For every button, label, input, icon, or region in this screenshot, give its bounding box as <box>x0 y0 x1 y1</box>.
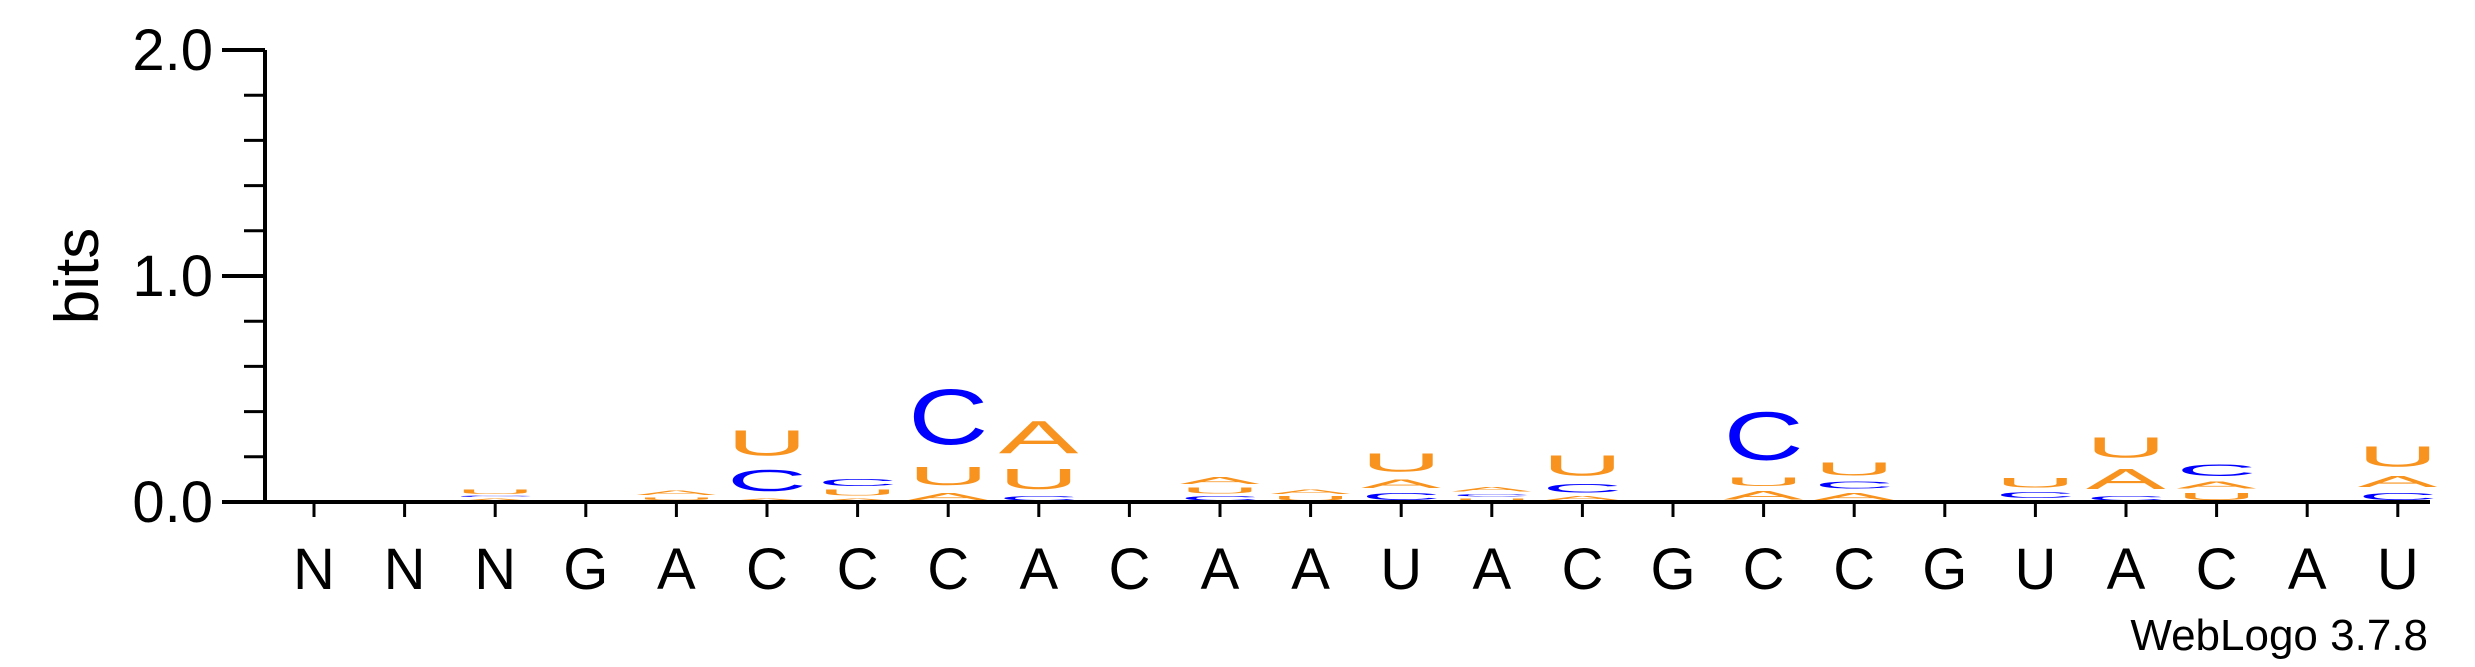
logo-letter-A: A <box>2086 464 2166 496</box>
logo-letter-U: U <box>2177 491 2257 502</box>
logo-letter-U: U <box>455 488 535 495</box>
x-tick-label: N <box>293 537 335 602</box>
y-ticks: 0.0 1.0 2.0 <box>132 18 265 535</box>
x-tick-label: C <box>1561 537 1603 602</box>
x-tick-label: G <box>563 537 608 602</box>
logo-letter-U: U <box>1361 448 1441 477</box>
logo-letter-C: C <box>2177 461 2257 479</box>
logo-letter-U: U <box>999 464 1079 495</box>
x-tick-label: A <box>1472 537 1511 602</box>
y-tick-label: 0.0 <box>132 470 213 535</box>
x-tick-label: A <box>1019 537 1058 602</box>
logo-letter-C: C <box>1814 479 1894 490</box>
x-tick-label: A <box>1291 537 1330 602</box>
logo-letter-C: C <box>2358 491 2438 502</box>
x-tick-label: G <box>1922 537 1967 602</box>
x-tick-label: A <box>2107 537 2146 602</box>
x-tick-label: U <box>2377 537 2419 602</box>
logo-letter-A: A <box>727 497 808 501</box>
logo-letter-A: A <box>818 497 899 501</box>
logo-letter-U: U <box>1995 475 2075 491</box>
y-tick-label: 1.0 <box>132 244 213 309</box>
logo-letter-C: C <box>908 374 988 462</box>
logo-letter-U: U <box>1542 450 1622 481</box>
logo-letter-C: C <box>455 495 535 497</box>
x-tick-label: C <box>1743 537 1785 602</box>
x-tick-label: C <box>1833 537 1875 602</box>
y-tick-label: 2.0 <box>132 18 213 83</box>
x-tick-label: C <box>837 537 879 602</box>
logo-letter-U: U <box>636 496 716 501</box>
logo-letter-A: A <box>1361 477 1441 491</box>
logo-letter-A: A <box>1814 491 1894 502</box>
x-tick-label: C <box>1108 537 1150 602</box>
logo-letter-U: U <box>727 423 807 464</box>
logo-letter-U: U <box>1271 495 1351 502</box>
x-tick-label: C <box>746 537 788 602</box>
logo-letter-A: A <box>1724 488 1804 502</box>
logo-letter-C: C <box>1724 398 1804 475</box>
x-tick-label: U <box>2014 537 2056 602</box>
logo-letter-A: A <box>1271 488 1352 495</box>
logo-letter-C: C <box>1361 491 1441 502</box>
x-tick-label: A <box>2288 537 2327 602</box>
logo-letter-C: C <box>1995 491 2075 500</box>
logo-letter-A: A <box>636 490 717 497</box>
logo-letter-U: U <box>1180 486 1260 495</box>
logo-letter-C: C <box>727 464 807 498</box>
x-tick-label: A <box>657 537 696 602</box>
logo-letter-U: U <box>2358 441 2438 472</box>
logo-letter-C: C <box>1180 495 1260 502</box>
y-axis-label: bits <box>43 228 112 324</box>
logo-letter-U: U <box>818 488 898 497</box>
logo-letter-U: U <box>1814 459 1894 479</box>
logo-letter-A: A <box>1452 486 1533 493</box>
logo-letter-U: U <box>1452 497 1532 502</box>
x-tick-label: U <box>1380 537 1422 602</box>
x-tick-label: N <box>474 537 516 602</box>
logo-letter-C: C <box>999 495 1079 502</box>
logo-letter-A: A <box>1542 495 1623 502</box>
x-tick-label: C <box>2196 537 2238 602</box>
logo-letter-A: A <box>1180 475 1260 486</box>
logo-letter-C: C <box>1542 482 1622 496</box>
x-tick-label: N <box>384 537 426 602</box>
logo-letter-U: U <box>908 461 988 490</box>
logo-letter-A: A <box>2358 473 2438 491</box>
logo-letter-A: A <box>2177 479 2257 490</box>
logo-letter-U: U <box>2086 432 2166 463</box>
x-tick-label: C <box>927 537 969 602</box>
logo-letter-C: C <box>818 477 898 488</box>
x-tick-label: A <box>1201 537 1240 602</box>
credit-label: WebLogo 3.7.8 <box>2130 611 2428 660</box>
logo-letter-C: C <box>1452 493 1532 498</box>
logo-letter-U: U <box>1724 475 1804 489</box>
logo-stacks: CACUCCUAACUAUCAUCCUACCUAUACAUUCAACUAUCAC… <box>263 374 2438 504</box>
x-tick-label: G <box>1650 537 1695 602</box>
logo-letter-A: A <box>999 412 1079 464</box>
logo-letter-A: A <box>455 497 536 501</box>
logo-letter-A: A <box>908 491 988 502</box>
logo-letter-C: C <box>2086 495 2166 502</box>
